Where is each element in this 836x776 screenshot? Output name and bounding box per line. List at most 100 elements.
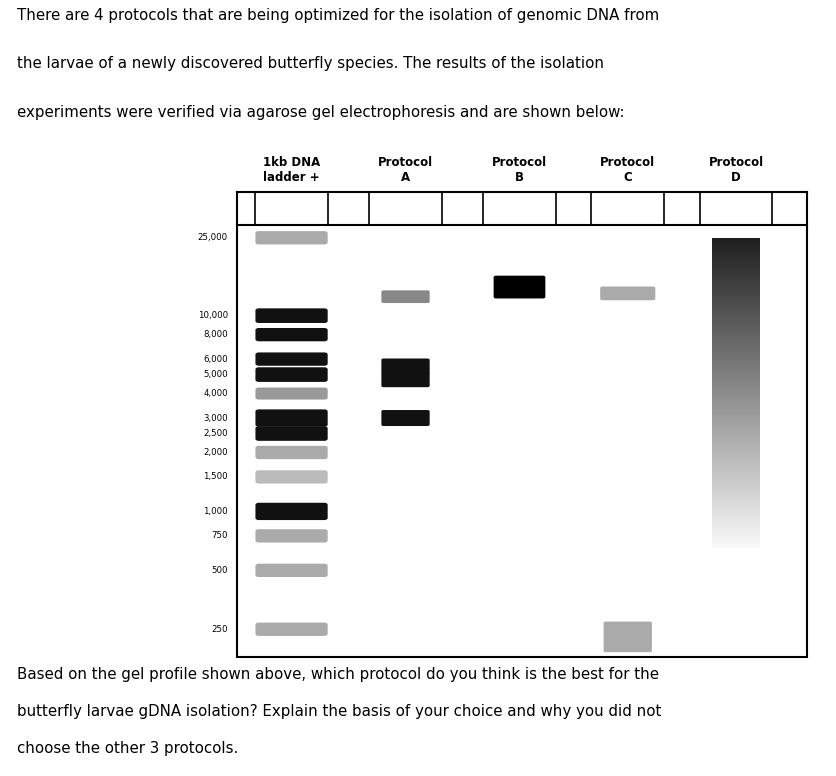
Bar	[711, 438, 761, 439]
FancyBboxPatch shape	[256, 503, 328, 520]
Bar	[711, 452, 761, 453]
Bar	[711, 312, 761, 314]
Bar	[711, 380, 761, 382]
Bar	[711, 454, 761, 455]
Bar	[711, 352, 761, 354]
FancyBboxPatch shape	[604, 622, 652, 633]
Bar	[711, 308, 761, 309]
Bar	[711, 293, 761, 295]
Bar	[711, 521, 761, 522]
Bar	[711, 423, 761, 424]
Bar	[711, 522, 761, 523]
Bar	[711, 428, 761, 429]
Bar	[711, 518, 761, 519]
Bar	[711, 429, 761, 430]
Bar	[711, 540, 761, 541]
Bar	[711, 433, 761, 435]
Bar	[711, 516, 761, 517]
Bar	[711, 315, 761, 317]
Text: Protocol
A: Protocol A	[378, 157, 433, 185]
Bar	[711, 278, 761, 279]
FancyBboxPatch shape	[256, 328, 328, 341]
Bar	[711, 305, 761, 306]
Bar	[711, 500, 761, 501]
Bar	[711, 386, 761, 388]
Bar	[711, 241, 761, 242]
Bar	[711, 506, 761, 507]
Bar	[711, 303, 761, 304]
Bar	[711, 383, 761, 385]
Bar	[711, 450, 761, 451]
Bar	[711, 389, 761, 390]
Bar	[711, 425, 761, 426]
Text: 25,000: 25,000	[197, 234, 227, 242]
Bar	[711, 513, 761, 514]
Bar	[711, 284, 761, 286]
Bar	[711, 334, 761, 335]
Text: butterfly larvae gDNA isolation? Explain the basis of your choice and why you di: butterfly larvae gDNA isolation? Explain…	[17, 704, 661, 719]
Bar	[711, 311, 761, 312]
Bar	[711, 436, 761, 438]
Bar	[711, 302, 761, 303]
Bar	[711, 510, 761, 511]
Bar	[711, 479, 761, 480]
FancyBboxPatch shape	[604, 630, 652, 643]
Bar	[711, 464, 761, 466]
Bar	[711, 329, 761, 330]
Bar	[711, 268, 761, 270]
Bar	[711, 246, 761, 247]
Bar	[711, 405, 761, 407]
Bar	[711, 371, 761, 372]
Bar	[711, 460, 761, 461]
Text: 2,500: 2,500	[203, 429, 227, 438]
Bar	[711, 486, 761, 487]
Bar	[711, 514, 761, 515]
Bar	[711, 296, 761, 298]
FancyBboxPatch shape	[256, 622, 328, 636]
Bar	[711, 391, 761, 392]
Bar	[711, 497, 761, 498]
Bar	[711, 431, 761, 432]
Bar	[711, 343, 761, 345]
Bar	[711, 432, 761, 433]
Bar	[711, 307, 761, 308]
Text: Protocol
B: Protocol B	[492, 157, 547, 185]
Bar	[711, 259, 761, 261]
Bar	[711, 354, 761, 355]
Bar	[711, 455, 761, 456]
Bar	[711, 498, 761, 500]
Bar	[711, 430, 761, 431]
Bar	[711, 427, 761, 428]
Bar	[711, 449, 761, 450]
Bar	[711, 310, 761, 311]
Bar	[711, 395, 761, 396]
Bar	[711, 480, 761, 481]
Text: 4,000: 4,000	[203, 389, 227, 398]
Bar	[711, 492, 761, 494]
FancyBboxPatch shape	[256, 410, 328, 427]
Bar	[711, 448, 761, 449]
Bar	[711, 377, 761, 379]
Bar	[711, 547, 761, 548]
FancyBboxPatch shape	[256, 367, 328, 382]
Bar	[711, 441, 761, 442]
Bar	[711, 365, 761, 366]
Bar	[711, 543, 761, 544]
Bar	[711, 276, 761, 277]
Bar	[711, 346, 761, 348]
Bar	[711, 286, 761, 287]
Bar	[711, 240, 761, 241]
Bar	[711, 237, 761, 239]
Bar	[711, 340, 761, 341]
Bar	[711, 401, 761, 402]
Bar	[711, 362, 761, 363]
FancyBboxPatch shape	[604, 640, 652, 652]
Bar	[711, 333, 761, 334]
Bar	[711, 382, 761, 383]
Bar	[711, 404, 761, 405]
Bar	[711, 330, 761, 331]
FancyBboxPatch shape	[381, 290, 430, 303]
Text: 8,000: 8,000	[203, 330, 227, 339]
Bar	[711, 304, 761, 305]
Bar	[711, 517, 761, 518]
